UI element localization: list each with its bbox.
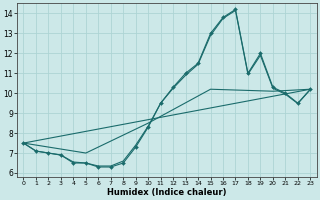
X-axis label: Humidex (Indice chaleur): Humidex (Indice chaleur) — [107, 188, 227, 197]
